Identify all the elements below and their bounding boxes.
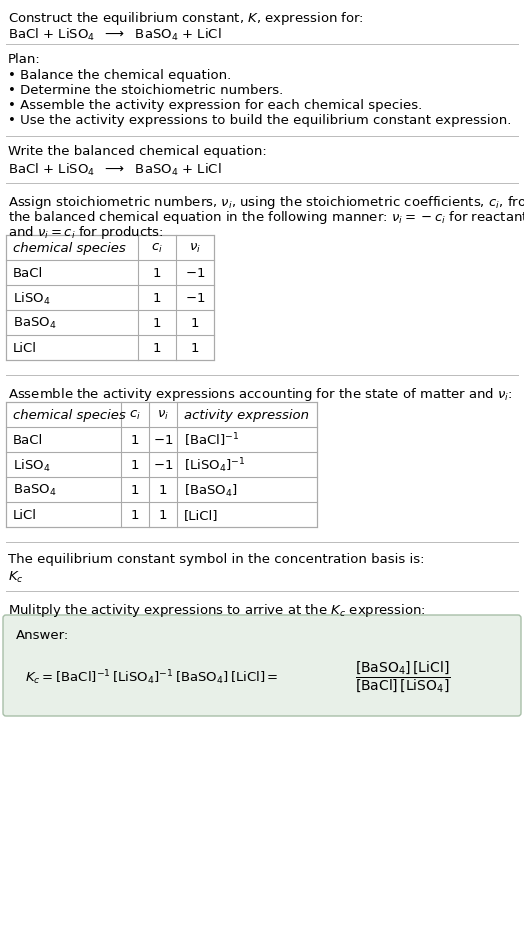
Text: LiSO$_4$: LiSO$_4$ [13,457,50,473]
Text: • Use the activity expressions to build the equilibrium constant expression.: • Use the activity expressions to build … [8,114,511,126]
Text: Assemble the activity expressions accounting for the state of matter and $\nu_i$: Assemble the activity expressions accoun… [8,385,512,402]
Text: $-1$: $-1$ [185,267,205,279]
Text: BaCl + LiSO$_4$  $\longrightarrow$  BaSO$_4$ + LiCl: BaCl + LiSO$_4$ $\longrightarrow$ BaSO$_… [8,161,222,177]
Text: The equilibrium constant symbol in the concentration basis is:: The equilibrium constant symbol in the c… [8,552,424,565]
Text: chemical species: chemical species [13,242,126,255]
Bar [6,236,214,361]
Bar [6,402,317,528]
Text: [LiCl]: [LiCl] [184,509,219,521]
Text: • Assemble the activity expression for each chemical species.: • Assemble the activity expression for e… [8,99,422,112]
Text: 1: 1 [131,459,139,471]
Text: $-1$: $-1$ [185,292,205,305]
Text: Assign stoichiometric numbers, $\nu_i$, using the stoichiometric coefficients, $: Assign stoichiometric numbers, $\nu_i$, … [8,194,524,211]
Text: $c_i$: $c_i$ [129,409,141,422]
Text: 1: 1 [153,342,161,355]
Text: BaSO$_4$: BaSO$_4$ [13,482,57,497]
Text: LiCl: LiCl [13,509,37,521]
Text: BaCl: BaCl [13,267,43,279]
Text: and $\nu_i = c_i$ for products:: and $\nu_i = c_i$ for products: [8,224,163,241]
Text: activity expression: activity expression [184,409,309,422]
Text: 1: 1 [191,316,199,329]
Text: Write the balanced chemical equation:: Write the balanced chemical equation: [8,144,267,158]
Text: $-1$: $-1$ [153,459,173,471]
Text: BaSO$_4$: BaSO$_4$ [13,315,57,330]
Text: Mulitply the activity expressions to arrive at the $K_c$ expression:: Mulitply the activity expressions to arr… [8,601,426,618]
Text: $\nu_i$: $\nu_i$ [189,242,201,255]
Text: [BaSO$_4$]: [BaSO$_4$] [184,482,238,498]
Text: • Determine the stoichiometric numbers.: • Determine the stoichiometric numbers. [8,84,283,97]
Text: • Balance the chemical equation.: • Balance the chemical equation. [8,69,231,82]
Text: 1: 1 [131,509,139,521]
Text: 1: 1 [153,316,161,329]
Text: 1: 1 [131,483,139,497]
Text: $K_c$: $K_c$ [8,569,24,584]
Text: [BaCl]$^{-1}$: [BaCl]$^{-1}$ [184,431,239,448]
Text: BaCl: BaCl [13,433,43,447]
Text: chemical species: chemical species [13,409,126,422]
Text: 1: 1 [153,292,161,305]
Text: 1: 1 [131,433,139,447]
Text: Construct the equilibrium constant, $K$, expression for:: Construct the equilibrium constant, $K$,… [8,10,364,27]
Text: $c_i$: $c_i$ [151,242,163,255]
Text: LiSO$_4$: LiSO$_4$ [13,290,50,306]
Text: LiCl: LiCl [13,342,37,355]
Text: the balanced chemical equation in the following manner: $\nu_i = -c_i$ for react: the balanced chemical equation in the fo… [8,209,524,226]
Text: 1: 1 [159,483,167,497]
FancyBboxPatch shape [3,615,521,716]
Text: 1: 1 [153,267,161,279]
Text: $-1$: $-1$ [153,433,173,447]
Text: 1: 1 [191,342,199,355]
Text: Plan:: Plan: [8,53,41,66]
Text: BaCl + LiSO$_4$  $\longrightarrow$  BaSO$_4$ + LiCl: BaCl + LiSO$_4$ $\longrightarrow$ BaSO$_… [8,27,222,43]
Text: $K_c = \mathrm{[BaCl]}^{-1}\,\mathrm{[LiSO_4]}^{-1}\,\mathrm{[BaSO_4]}\,\mathrm{: $K_c = \mathrm{[BaCl]}^{-1}\,\mathrm{[Li… [25,667,279,686]
Text: $\nu_i$: $\nu_i$ [157,409,169,422]
Text: 1: 1 [159,509,167,521]
Text: $\dfrac{\mathrm{[BaSO_4]}\,\mathrm{[LiCl]}}{\mathrm{[BaCl]}\,\mathrm{[LiSO_4]}}$: $\dfrac{\mathrm{[BaSO_4]}\,\mathrm{[LiCl… [355,660,451,695]
Text: [LiSO$_4$]$^{-1}$: [LiSO$_4$]$^{-1}$ [184,456,246,474]
Text: Answer:: Answer: [16,629,69,641]
